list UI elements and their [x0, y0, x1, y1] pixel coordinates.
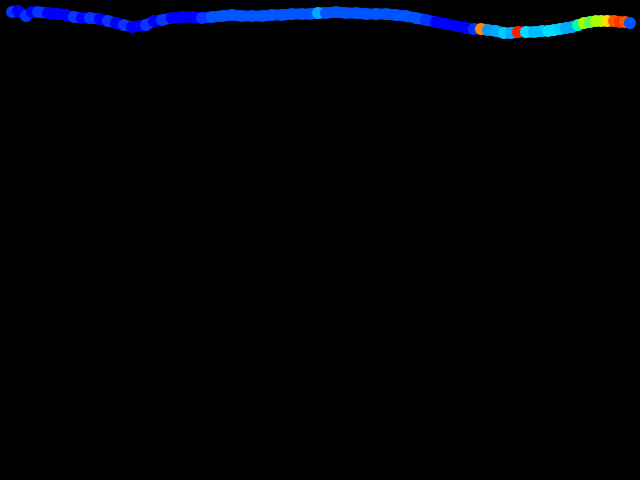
track-point	[430, 16, 442, 28]
track-point	[330, 6, 342, 18]
track-point	[206, 11, 218, 23]
track-point	[176, 11, 188, 23]
track-point	[166, 12, 178, 24]
track-point	[360, 8, 372, 20]
track-point	[276, 9, 288, 21]
track-point	[196, 12, 208, 24]
track-point	[246, 10, 258, 22]
track-point	[400, 10, 412, 22]
track-point	[84, 12, 96, 24]
track-point	[236, 10, 248, 22]
track-point	[410, 12, 422, 24]
track-point	[226, 9, 238, 21]
track-point	[156, 14, 168, 26]
track-point	[266, 9, 278, 21]
track-point	[186, 11, 198, 23]
track-point	[286, 8, 298, 20]
track-point	[350, 7, 362, 19]
track-point	[42, 7, 54, 19]
track-points	[6, 5, 636, 39]
track-point	[420, 14, 432, 26]
track-point	[320, 7, 332, 19]
track-point	[216, 10, 228, 22]
track-point	[380, 8, 392, 20]
track-point	[440, 18, 452, 30]
track-point	[390, 9, 402, 21]
track-point	[256, 10, 268, 22]
track-point	[450, 20, 462, 32]
track-point	[126, 21, 138, 33]
track-point	[370, 8, 382, 20]
track-point	[624, 17, 636, 29]
track-point	[32, 6, 44, 18]
track-point	[340, 7, 352, 19]
